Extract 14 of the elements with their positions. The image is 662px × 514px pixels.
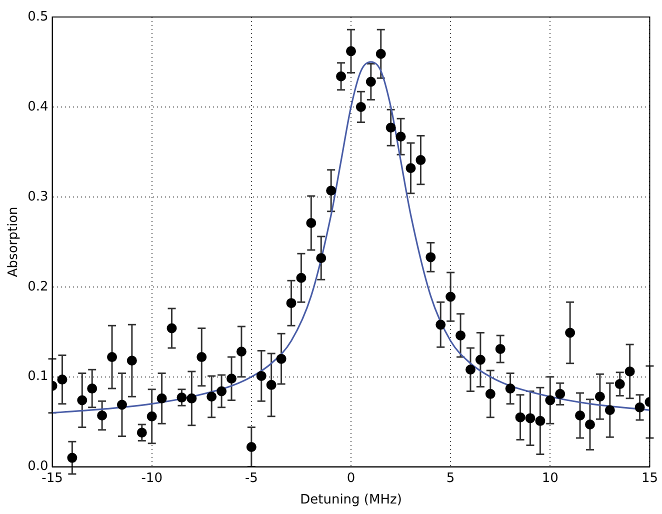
y-tick-label: 0.2 — [28, 279, 48, 294]
x-tick-label: -10 — [141, 470, 162, 486]
x-axis-title: Detuning (MHz) — [300, 492, 402, 508]
line-series — [52, 61, 650, 414]
x-tick-label: 0 — [346, 470, 356, 486]
y-tick-label: 0.3 — [28, 189, 48, 204]
y-tick-label: 0.1 — [28, 369, 48, 384]
y-tick-label: 0.4 — [28, 99, 48, 114]
y-axis-title: Absorption — [6, 206, 22, 278]
x-tick-label: 5 — [446, 470, 455, 486]
x-tick-label: 15 — [641, 470, 658, 486]
x-tick-label: -5 — [244, 470, 258, 486]
y-tick-label: 0.5 — [28, 9, 48, 24]
x-tick-label: 10 — [542, 470, 558, 486]
